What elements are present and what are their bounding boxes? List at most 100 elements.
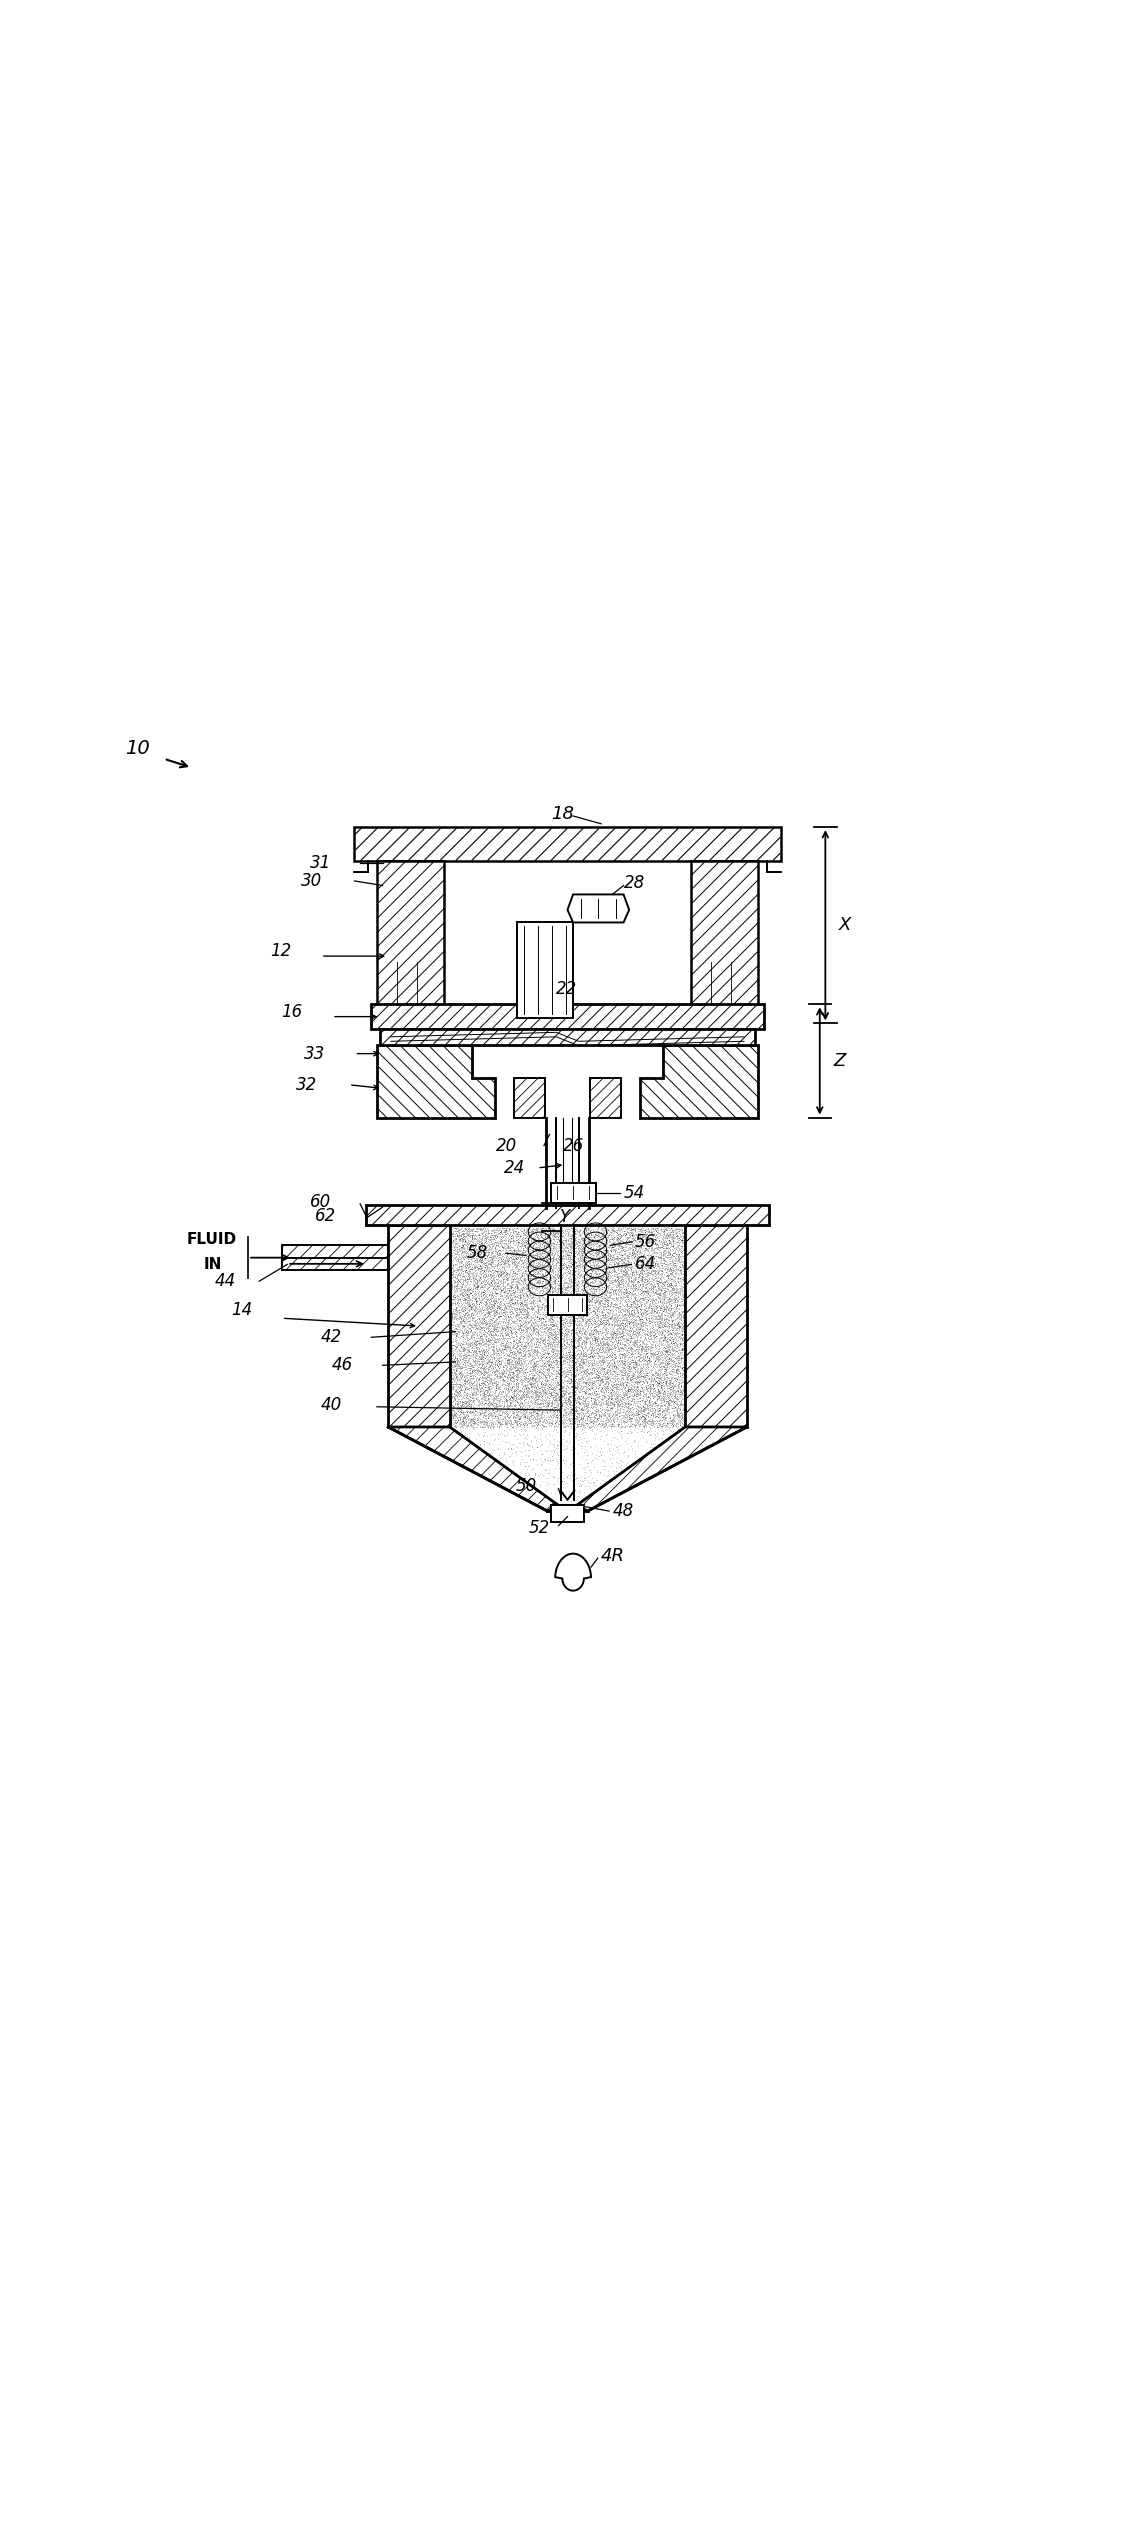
Point — [550, 1336, 569, 1377]
Point — [629, 1303, 647, 1344]
Point — [481, 1232, 499, 1273]
Point — [465, 1311, 484, 1351]
Point — [543, 1265, 561, 1306]
Point — [563, 1344, 581, 1384]
Point — [502, 1377, 520, 1417]
Point — [573, 1346, 591, 1387]
Point — [578, 1351, 596, 1392]
Point — [598, 1290, 616, 1331]
Point — [499, 1341, 518, 1382]
Point — [460, 1356, 478, 1397]
Point — [589, 1285, 607, 1326]
Point — [447, 1356, 465, 1397]
Point — [531, 1438, 549, 1478]
Point — [590, 1267, 608, 1308]
Point — [460, 1206, 478, 1247]
Point — [658, 1303, 676, 1344]
Point — [586, 1300, 604, 1341]
Point — [553, 1326, 571, 1367]
Point — [470, 1234, 488, 1275]
Point — [556, 1303, 574, 1344]
Point — [647, 1295, 665, 1336]
Point — [617, 1341, 636, 1382]
Point — [505, 1389, 523, 1430]
Point — [588, 1222, 606, 1262]
Point — [586, 1260, 604, 1300]
Point — [619, 1262, 637, 1303]
Point — [651, 1367, 670, 1407]
Point — [472, 1407, 490, 1448]
Point — [647, 1227, 665, 1267]
Point — [468, 1341, 486, 1382]
Point — [644, 1394, 662, 1435]
Point — [675, 1280, 693, 1321]
Point — [662, 1336, 680, 1377]
Point — [637, 1377, 655, 1417]
Point — [543, 1328, 561, 1369]
Point — [573, 1298, 591, 1339]
Point — [583, 1336, 602, 1377]
Point — [447, 1346, 465, 1387]
Point — [482, 1384, 501, 1425]
Point — [609, 1229, 628, 1270]
Point — [516, 1293, 535, 1334]
Point — [670, 1339, 688, 1379]
Point — [470, 1222, 488, 1262]
Point — [615, 1303, 633, 1344]
Point — [637, 1290, 655, 1331]
Point — [598, 1224, 616, 1265]
Point — [520, 1384, 538, 1425]
Point — [644, 1328, 662, 1369]
Point — [556, 1318, 574, 1359]
Point — [527, 1389, 545, 1430]
Point — [649, 1374, 667, 1415]
Point — [592, 1323, 611, 1364]
Point — [599, 1328, 617, 1369]
Point — [670, 1372, 688, 1412]
Point — [607, 1450, 625, 1491]
Point — [472, 1313, 490, 1354]
Point — [641, 1415, 659, 1455]
Point — [667, 1250, 686, 1290]
Point — [655, 1224, 673, 1265]
Point — [638, 1364, 656, 1405]
Point — [645, 1290, 663, 1331]
Point — [456, 1270, 474, 1311]
Point — [606, 1270, 624, 1311]
Point — [645, 1219, 663, 1260]
Point — [596, 1255, 614, 1295]
Point — [478, 1336, 496, 1377]
Point — [669, 1295, 687, 1336]
Point — [585, 1387, 603, 1427]
Point — [526, 1359, 544, 1400]
Point — [481, 1394, 499, 1435]
Point — [623, 1247, 641, 1288]
Point — [506, 1323, 524, 1364]
Point — [611, 1389, 629, 1430]
Point — [493, 1267, 511, 1308]
Point — [621, 1295, 639, 1336]
Point — [596, 1331, 614, 1372]
Point — [674, 1394, 692, 1435]
Point — [571, 1222, 589, 1262]
Point — [442, 1295, 460, 1336]
Point — [583, 1402, 602, 1443]
Point — [476, 1260, 494, 1300]
Point — [592, 1283, 611, 1323]
Point — [490, 1222, 508, 1262]
Point — [493, 1328, 511, 1369]
Point — [451, 1224, 469, 1265]
Point — [622, 1400, 640, 1440]
Point — [466, 1234, 485, 1275]
Point — [592, 1222, 611, 1262]
Point — [521, 1234, 539, 1275]
Point — [673, 1349, 691, 1389]
Point — [493, 1356, 511, 1397]
Point — [548, 1260, 566, 1300]
Point — [520, 1250, 538, 1290]
Point — [490, 1392, 508, 1433]
Point — [487, 1367, 505, 1407]
Point — [494, 1316, 512, 1356]
Point — [565, 1458, 583, 1499]
Point — [451, 1331, 469, 1372]
